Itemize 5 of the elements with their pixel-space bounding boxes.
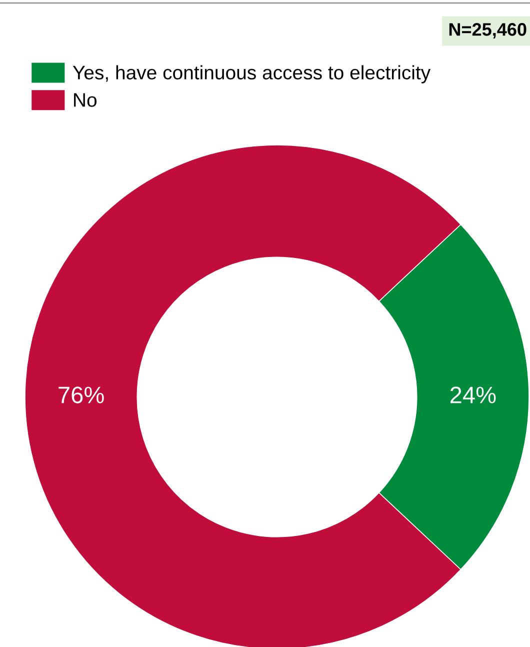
text: N=25,460 xyxy=(449,23,526,38)
legend-label: Yes, have continuous access to electricity xyxy=(72,65,431,84)
data-label: 24% xyxy=(450,386,496,404)
data-label: 76% xyxy=(58,386,104,404)
legend-label: No xyxy=(74,93,96,107)
